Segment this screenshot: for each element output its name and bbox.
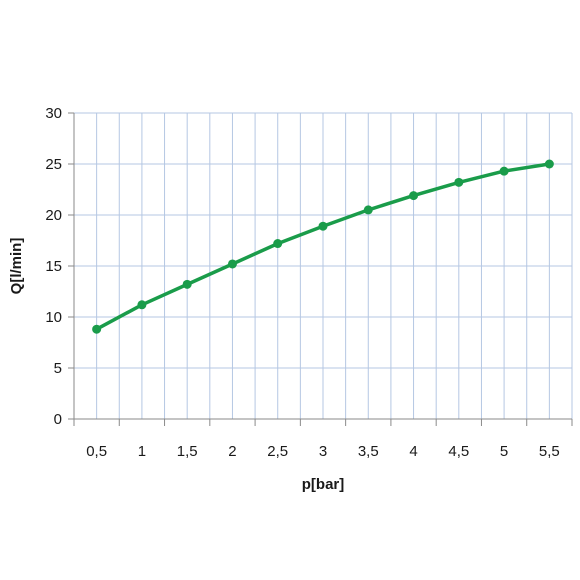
data-point (409, 191, 419, 201)
x-tick-label: 5 (500, 443, 508, 460)
data-point (92, 324, 102, 334)
x-tick-label: 3 (319, 443, 327, 460)
y-tick-label: 5 (54, 360, 62, 377)
series (92, 159, 554, 334)
x-tick-label: 1 (138, 443, 146, 460)
y-axis-title: Q[l/min] (8, 238, 25, 295)
x-tick-label: 4 (409, 443, 417, 460)
y-tick-label: 10 (45, 309, 62, 326)
data-point (318, 221, 328, 231)
x-tick-label: 2 (228, 443, 236, 460)
x-tick-labels: 0,5 1 1,5 2 2,5 3 3,5 4 4,5 5 5,5 (86, 443, 560, 460)
y-tick-label: 30 (45, 105, 62, 122)
y-tick-label: 15 (45, 258, 62, 275)
x-tick-label: 0,5 (86, 443, 107, 460)
grid (74, 112, 573, 419)
data-point (454, 177, 464, 187)
x-tick-label: 1,5 (177, 443, 198, 460)
x-tick-label: 5,5 (539, 443, 560, 460)
x-tick-label: 3,5 (358, 443, 379, 460)
y-tick-label: 0 (54, 411, 62, 428)
x-tick-label: 4,5 (448, 443, 469, 460)
data-point (499, 166, 509, 176)
y-tick-labels: 0 5 10 15 20 25 30 (45, 105, 62, 428)
data-point (227, 259, 237, 269)
data-point (137, 300, 147, 310)
x-tick-label: 2,5 (267, 443, 288, 460)
y-tick-label: 25 (45, 156, 62, 173)
y-tick-label: 20 (45, 207, 62, 224)
axes (68, 112, 573, 426)
x-axis-title: p[bar] (302, 476, 345, 493)
data-point (182, 279, 192, 289)
data-point (363, 205, 373, 215)
data-point (544, 159, 554, 169)
data-point (273, 239, 283, 249)
